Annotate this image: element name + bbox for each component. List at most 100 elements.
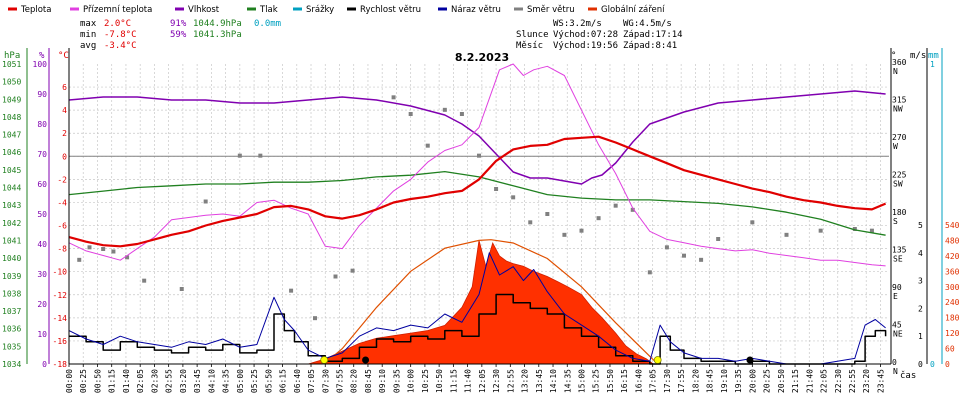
legend-label: Srážky	[306, 5, 334, 15]
pressure-tick-label: 1035	[2, 342, 21, 351]
stats-max-press: 1044.9hPa	[193, 19, 242, 29]
wind-tick-label: 1	[918, 332, 923, 341]
time-tick-label: 03:45	[193, 369, 202, 393]
time-tick-label: 14:10	[549, 369, 558, 393]
temperature-tick-label: -2	[57, 175, 67, 184]
wind-tick-label: 4	[918, 249, 923, 258]
legend-item: Náraz větru	[438, 5, 501, 15]
direction-compass-label: S	[893, 217, 898, 226]
temperature-tick-label: 0	[62, 152, 67, 161]
time-tick-label: 20:50	[777, 369, 786, 393]
series-ground-temperature	[68, 63, 886, 267]
radiation-tick-label: 120	[945, 329, 960, 338]
humidity-tick-label: 70	[37, 150, 47, 159]
pressure-tick-label: 1039	[2, 272, 21, 281]
time-tick-label: 22:30	[834, 369, 843, 393]
wind-direction-point	[313, 316, 317, 321]
humidity-tick-label: 0	[42, 360, 47, 369]
wind-direction-point	[579, 228, 584, 233]
temperature-tick-label: -12	[53, 291, 68, 300]
time-tick-label: 12:55	[506, 369, 515, 393]
time-tick-label: 16:40	[634, 369, 643, 393]
pressure-tick-label: 1040	[2, 254, 21, 263]
temperature-tick-label: -10	[53, 268, 68, 277]
radiation-tick-label: 480	[945, 236, 960, 245]
temperature-tick-label: 4	[62, 106, 67, 115]
sunrise-marker	[320, 356, 329, 364]
time-tick-label: 15:25	[592, 369, 601, 393]
wind-tick-label: 0	[918, 360, 923, 369]
wind-direction-point	[511, 195, 516, 200]
time-tick-label: 17:05	[649, 369, 658, 393]
stats-max-label: max	[80, 19, 97, 29]
temperature-tick-label: -6	[57, 222, 67, 231]
direction-compass-label: NW	[893, 105, 903, 114]
wind-direction-point	[459, 112, 464, 116]
sunset-marker	[653, 356, 662, 364]
temperature-tick-label: 6	[62, 83, 67, 92]
time-tick-label: 04:10	[207, 369, 216, 393]
wind-direction-point	[869, 228, 874, 233]
legend-item: Rychlost větru	[347, 5, 421, 15]
wind-direction-point	[596, 216, 601, 221]
wind-direction-point	[647, 270, 652, 275]
wind-direction-point	[87, 245, 92, 250]
legend-item: Vlhkost	[175, 5, 220, 15]
pressure-tick-label: 1049	[2, 95, 21, 104]
wind-direction-point	[111, 249, 116, 254]
pressure-tick-label: 1043	[2, 201, 21, 210]
pressure-tick-label: 1050	[2, 78, 21, 87]
chart-date-title: 8.2.2023	[455, 51, 509, 64]
wind-tick-label: 2	[918, 304, 923, 313]
legend-label: Teplota	[20, 5, 51, 15]
legend: Teplota Přízemní teplota Vlhkost Tlak Srážky…	[8, 5, 665, 15]
info-moonrise: Východ:19:56	[553, 41, 618, 51]
legend-item: Přízemní teplota	[70, 5, 152, 15]
time-tick-label: 05:00	[236, 369, 245, 393]
wind-direction-point	[258, 153, 263, 158]
wind-direction-point	[179, 287, 184, 291]
legend-item: Globální záření	[588, 5, 665, 15]
series-humidity	[68, 90, 886, 185]
wind-direction-point	[289, 288, 294, 293]
time-tick-label: 10:25	[421, 369, 430, 393]
time-axis-ticks: 00:00 00:25 00:50 01:15 01:40 02:05 02:30 02:55…	[65, 364, 885, 393]
direction-compass-label: W	[893, 142, 898, 151]
time-tick-label: 19:10	[720, 369, 729, 393]
wind-direction-point	[391, 95, 396, 100]
time-tick-label: 07:05	[307, 369, 316, 393]
stats-min-label: min	[80, 30, 96, 40]
direction-compass-label: SE	[893, 255, 903, 264]
radiation-tick-label: 60	[945, 345, 955, 354]
wind-direction-point	[442, 107, 447, 112]
direction-compass-label: NE	[893, 330, 903, 339]
wind-direction-point	[142, 278, 147, 283]
pressure-tick-label: 1048	[2, 113, 21, 122]
info-sunset: Západ:17:14	[623, 30, 683, 40]
time-tick-label: 03:20	[179, 369, 188, 393]
temperature-tick-label: -8	[57, 245, 67, 254]
time-tick-label: 11:40	[464, 369, 473, 393]
wind-direction-point	[784, 232, 789, 237]
humidity-tick-label: 50	[37, 210, 47, 219]
temperature-tick-label: 2	[62, 129, 67, 138]
stats-max-hum: 91%	[170, 19, 187, 29]
rain-tick-label: 0	[930, 360, 935, 369]
wind-direction-point	[528, 220, 533, 225]
stats-block: max 2.0°C 91% 1044.9hPa 0.0mm min -7.8°C…	[80, 19, 281, 51]
time-tick-label: 00:00	[65, 369, 74, 393]
wind-direction-point	[125, 255, 130, 260]
radiation-tick-label: 0	[945, 360, 950, 369]
legend-label: Náraz větru	[451, 5, 501, 15]
legend-label: Tlak	[259, 5, 278, 15]
legend-label: Směr větru	[527, 5, 575, 15]
wind-direction-point	[545, 212, 550, 216]
wind-direction-point	[852, 227, 857, 231]
legend-item: Teplota	[8, 5, 51, 15]
time-tick-label: 07:30	[321, 369, 330, 393]
humidity-tick-label: 30	[37, 270, 47, 279]
info-moonset: Západ:8:41	[623, 41, 677, 51]
radiation-tick-label: 180	[945, 314, 960, 323]
time-tick-label: 07:55	[335, 369, 344, 393]
unit-mm: mm	[928, 51, 939, 61]
